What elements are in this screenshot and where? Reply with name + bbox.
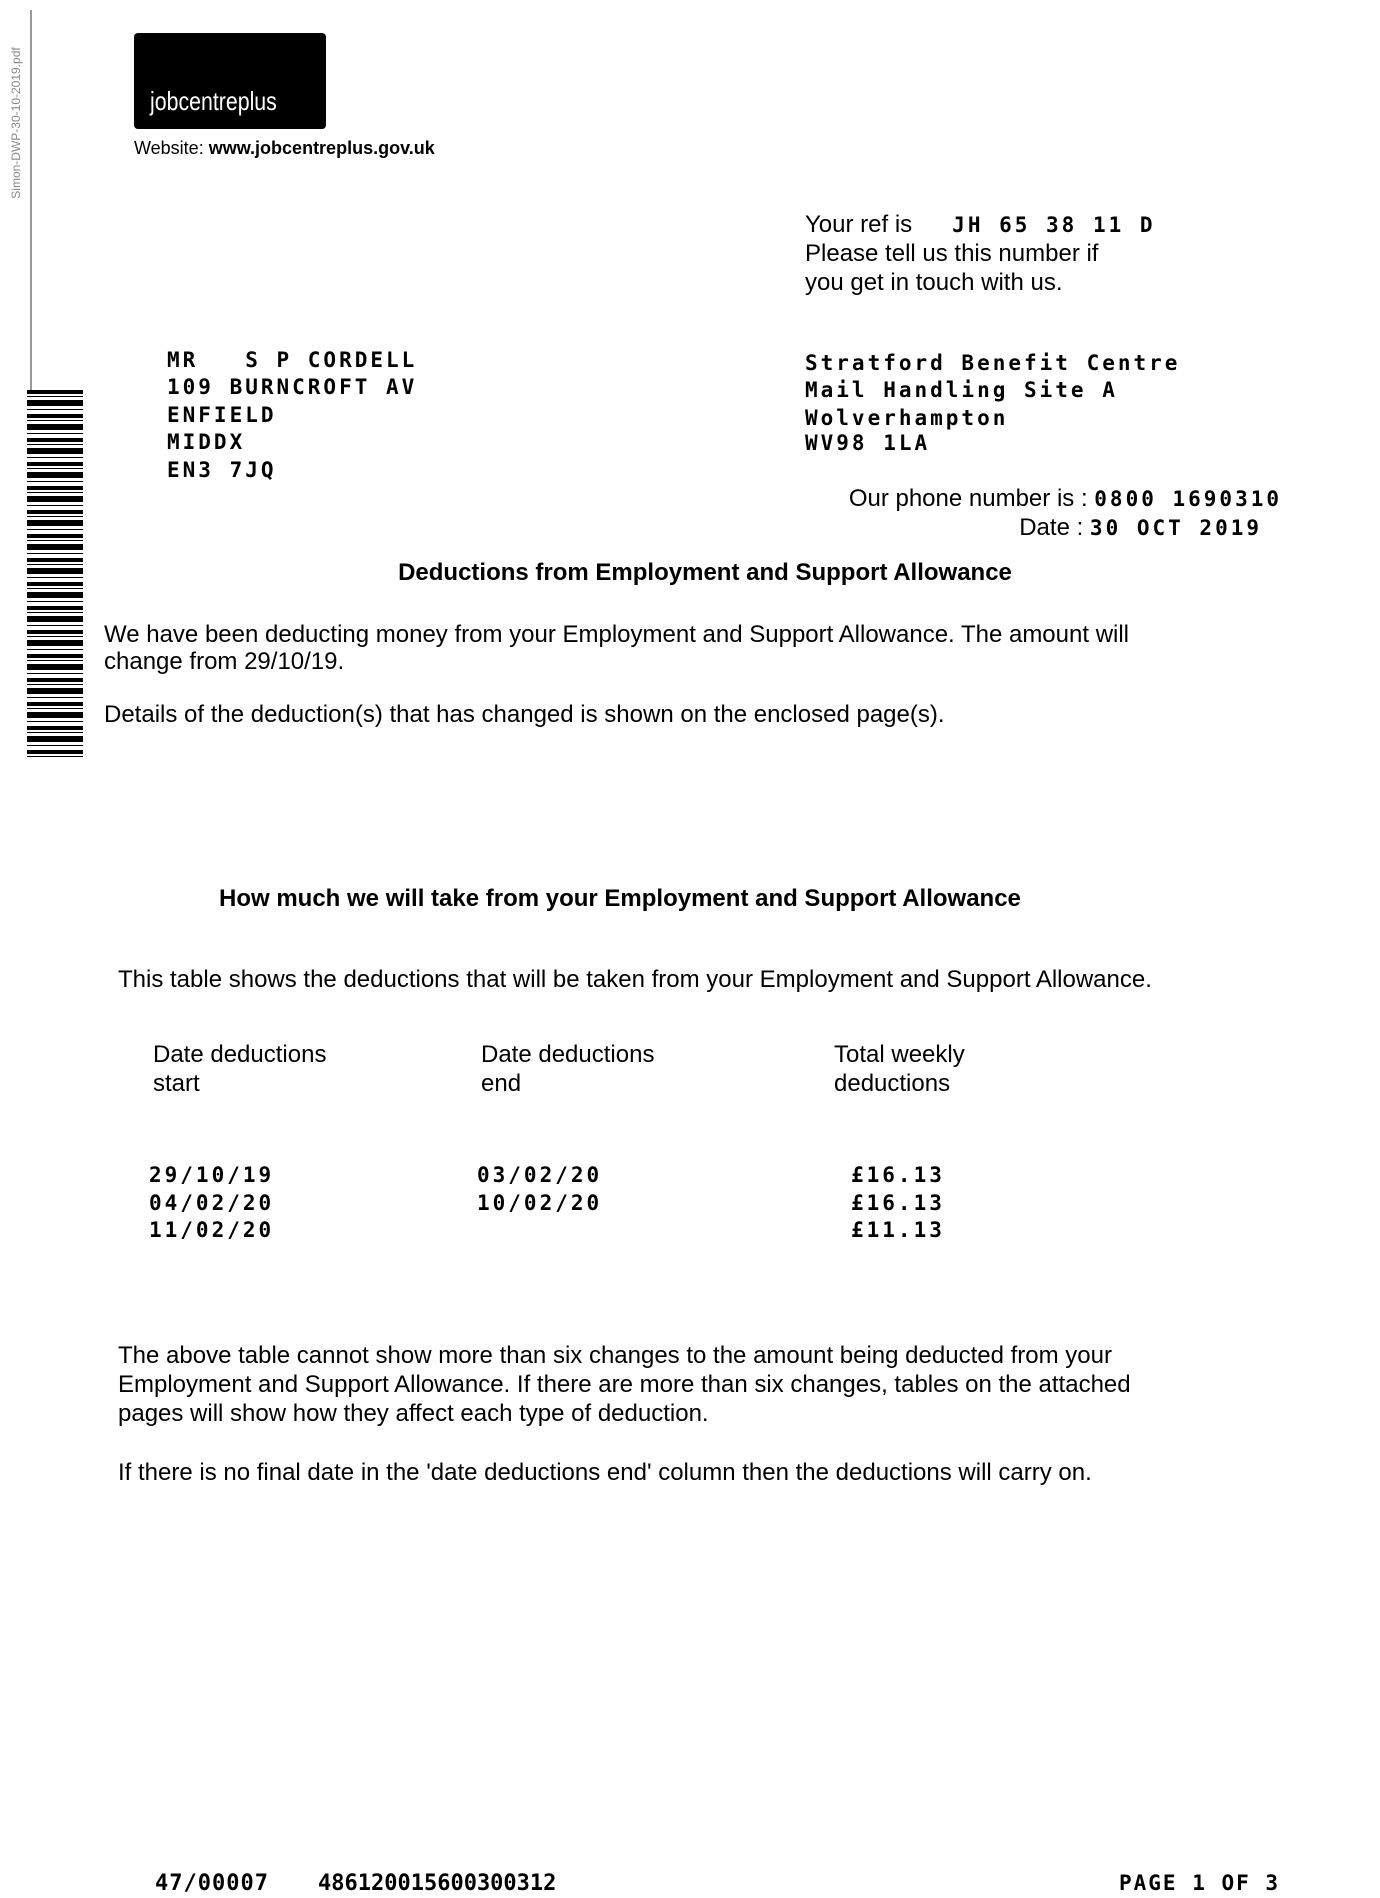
note-line: pages will show how they affect each typ… (118, 1400, 709, 1427)
header-line: start (153, 1070, 200, 1097)
address-line: Wolverhampton (805, 405, 1009, 430)
ref-value: JH 65 38 11 D (952, 213, 1156, 237)
table-cell: £11.13 (851, 1218, 945, 1242)
footer-code-1: 47/00007 (155, 1871, 269, 1896)
column-totals: £16.13 £16.13 £11.13 (851, 1162, 945, 1245)
file-name-label: Simon-DWP-30-10-2019.pdf (9, 47, 23, 199)
date-line: Date : 30 OCT 2019 (1019, 513, 1262, 543)
address-line: ENFIELD (167, 402, 277, 427)
column-header-end: Date deductions end (481, 1040, 654, 1098)
phone-label: Our phone number is : (848, 485, 1088, 512)
column-header-start: Date deductions start (153, 1040, 326, 1098)
address-line: Stratford Benefit Centre (805, 350, 1181, 375)
sender-postcode: WV98 1LA (805, 431, 931, 455)
logo-text: jobcentreplus (150, 86, 277, 116)
table-cell: 03/02/20 (477, 1163, 603, 1187)
barcode (27, 390, 83, 757)
carry-on-note: If there is no final date in the 'date d… (118, 1459, 1092, 1486)
date-label: Date : (1019, 514, 1084, 541)
sender-address: Stratford Benefit Centre Mail Handling Si… (805, 322, 1180, 432)
page-number: PAGE 1 OF 3 (1119, 1871, 1281, 1895)
header-line: deductions (834, 1070, 951, 1097)
table-cell: £16.13 (851, 1190, 945, 1215)
website-url[interactable]: www.jobcentreplus.gov.uk (208, 138, 435, 158)
heading-how-much: How much we will take from your Employme… (219, 885, 1021, 912)
table-cell: 10/02/20 (477, 1190, 603, 1215)
address-line: MR S P CORDELL (167, 347, 418, 372)
margin-line (30, 10, 32, 470)
jobcentreplus-logo: jobcentreplus (134, 33, 326, 129)
note-paragraph: The above table cannot show more than si… (118, 1341, 1131, 1428)
note-line: Employment and Support Allowance. If the… (118, 1371, 1131, 1398)
phone-value: 0800 1690310 (1094, 487, 1282, 511)
ref-label: Your ref is (805, 211, 913, 238)
reference-block: Your ref is JH 65 38 11 D (805, 210, 1156, 240)
table-cell: 29/10/19 (149, 1163, 275, 1187)
website-label: Website: (134, 138, 204, 158)
address-line: EN3 7JQ (167, 457, 277, 482)
intro-line-2: change from 29/10/19. (104, 648, 345, 675)
intro-line-1: We have been deducting money from your E… (104, 621, 1130, 648)
column-start-dates: 29/10/19 04/02/20 11/02/20 (149, 1162, 274, 1245)
address-line: MIDDX (167, 430, 246, 454)
website-line: Website: www.jobcentreplus.gov.uk (134, 138, 435, 159)
table-cell: £16.13 (851, 1163, 945, 1187)
address-line: Mail Handling Site A (805, 378, 1118, 402)
table-cell: 04/02/20 (149, 1190, 275, 1215)
heading-deductions: Deductions from Employment and Support A… (398, 559, 1012, 586)
table-intro: This table shows the deductions that wil… (118, 966, 1152, 993)
date-value: 30 OCT 2019 (1089, 516, 1262, 540)
footer-code-2: 486120015600300312 (318, 1871, 557, 1896)
address-line: 109 BURNCROFT AV (167, 375, 418, 399)
note-line: The above table cannot show more than si… (118, 1342, 1112, 1369)
header-line: Date deductions (481, 1041, 655, 1068)
header-line: Date deductions (153, 1041, 327, 1068)
ref-note-1: Please tell us this number if (805, 240, 1099, 267)
recipient-address: MR S P CORDELL 109 BURNCROFT AV ENFIELD MID… (167, 319, 417, 484)
column-header-total: Total weekly deductions (834, 1040, 965, 1098)
phone-line: Our phone number is : 0800 1690310 (849, 484, 1282, 514)
details-paragraph: Details of the deduction(s) that has cha… (104, 701, 945, 728)
column-end-dates: 03/02/20 10/02/20 (477, 1162, 602, 1217)
header-line: end (481, 1070, 522, 1097)
table-cell: 11/02/20 (149, 1218, 275, 1242)
header-line: Total weekly (834, 1041, 965, 1068)
ref-note-2: you get in touch with us. (805, 269, 1063, 296)
